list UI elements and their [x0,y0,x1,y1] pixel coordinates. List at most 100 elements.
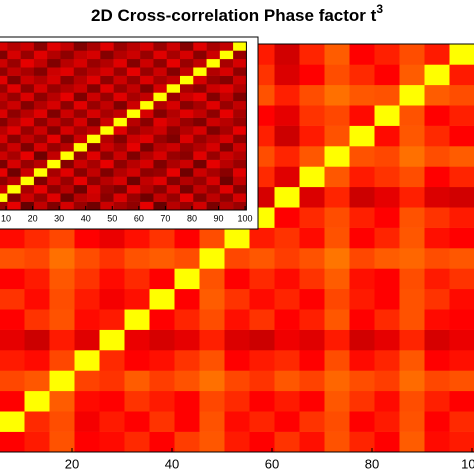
heatmap-cell [233,92,247,102]
heatmap-cell [24,411,50,432]
heatmap-cell [324,411,350,432]
heatmap-cell [374,309,400,330]
heatmap-cell [166,159,181,169]
heatmap-cell [449,44,474,65]
heatmap-cell [73,50,88,60]
heatmap-cell [399,288,425,310]
heatmap-cell [206,184,221,194]
heatmap-cell [349,207,375,228]
heatmap-cell [49,431,75,453]
heatmap-cell [60,58,75,68]
heatmap-cell [140,100,154,110]
heatmap-cell [113,168,128,177]
heatmap-cell [20,142,35,152]
heatmap-cell [153,100,168,110]
heatmap-cell [349,186,375,208]
heatmap-cell [206,100,221,110]
heatmap-cell [274,146,300,167]
heatmap-cell [87,159,101,169]
heatmap-cell [153,151,168,160]
heatmap-cell [113,50,128,60]
heatmap-cell [33,151,48,160]
heatmap-cell [73,201,88,211]
heatmap-cell [100,84,114,93]
heatmap-cell [199,370,225,392]
heatmap-cell [424,329,450,351]
heatmap-cell [449,329,474,351]
heatmap-cell [153,126,168,135]
heatmap-cell [274,309,300,330]
heatmap-cell [399,248,425,269]
heatmap-cell [73,84,88,93]
heatmap-cell [180,109,194,118]
heatmap-cell [193,193,207,202]
heatmap-cell [299,288,325,310]
heatmap-cell [249,390,275,412]
heatmap-cell [166,50,181,60]
x-tick-label: 10 [1,213,11,223]
heatmap-cell [73,151,88,160]
heatmap-cell [113,42,128,51]
heatmap-cell [100,50,114,60]
heatmap-cell [166,151,181,160]
heatmap-cell [449,84,474,106]
heatmap-cell [74,227,100,249]
heatmap-cell [206,92,221,102]
heatmap-cell [0,411,25,432]
heatmap-cell [166,201,181,211]
heatmap-cell [149,350,175,371]
heatmap-cell [374,125,400,147]
x-tick-label: 60 [265,456,279,471]
heatmap-cell [113,126,128,135]
heatmap-cell [124,309,150,330]
heatmap-cell [149,329,175,351]
heatmap-cell [47,142,61,152]
heatmap-cell [74,350,100,371]
heatmap-cell [74,370,100,392]
heatmap-cell [0,100,8,110]
heatmap-cell [324,390,350,412]
heatmap-cell [449,411,474,432]
heatmap-cell [219,100,234,110]
heatmap-cell [399,125,425,147]
heatmap-cell [424,411,450,432]
heatmap-cell [87,134,101,144]
heatmap-cell [47,92,61,102]
heatmap-cell [233,100,247,110]
heatmap-cell [49,370,75,392]
heatmap-cell [374,207,400,228]
x-tick-label: 20 [65,456,79,471]
heatmap-cell [349,431,375,453]
heatmap-cell [249,431,275,453]
heatmap-cell [174,370,200,392]
heatmap-cell [60,134,75,144]
heatmap-cell [153,142,168,152]
heatmap-cell [374,268,400,290]
heatmap-cell [299,350,325,371]
heatmap-cell [274,227,300,249]
heatmap-cell [99,411,125,432]
heatmap-cell [224,370,250,392]
heatmap-cell [60,168,75,177]
heatmap-cell [124,227,150,249]
heatmap-cell [113,193,128,202]
heatmap-cell [0,329,25,351]
heatmap-cell [20,193,35,202]
heatmap-cell [180,117,194,127]
heatmap-cell [299,309,325,330]
heatmap-cell [274,105,300,126]
heatmap-cell [199,268,225,290]
heatmap-cell [449,64,474,86]
heatmap-cell [153,84,168,93]
heatmap-cell [47,159,61,169]
heatmap-cell [0,184,8,194]
heatmap-cell [149,268,175,290]
heatmap-cell [33,100,48,110]
heatmap-cell [87,176,101,186]
heatmap-cell [149,390,175,412]
heatmap-cell [233,84,247,93]
heatmap-cell [324,329,350,351]
heatmap-cell [99,227,125,249]
heatmap-cell [233,67,247,76]
